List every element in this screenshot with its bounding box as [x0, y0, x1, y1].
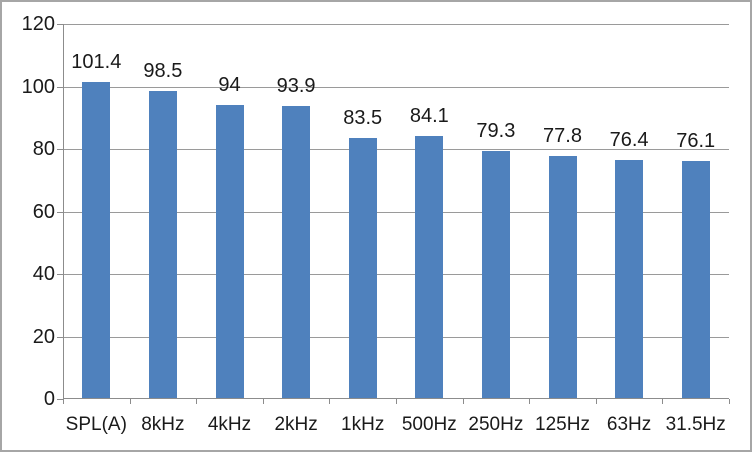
y-tick-label: 40	[32, 263, 55, 285]
x-tick-label: SPL(A)	[65, 414, 127, 435]
bar-value-label: 101.4	[71, 51, 122, 74]
y-tick-label: 120	[21, 13, 55, 35]
x-tick-label: 2kHz	[274, 414, 318, 435]
y-axis-tick-mark	[57, 86, 63, 88]
bar-value-label: 84.1	[409, 105, 449, 128]
plot-area: 101.4 98.5 94 93.9 83.5 84.1 79.3 77.8 76.4 76.1	[63, 24, 729, 399]
x-axis-line	[63, 398, 729, 399]
y-axis-tick-mark	[57, 274, 63, 275]
gridline	[63, 336, 729, 338]
bar-value-label: 93.9	[276, 74, 316, 97]
x-axis-tick-mark	[462, 399, 464, 404]
bar-value-label: 98.5	[143, 60, 183, 83]
bar-value-label: 83.5	[343, 107, 383, 130]
x-axis-tick-mark	[529, 399, 531, 404]
x-axis-tick-mark	[595, 399, 597, 404]
bar-value-label: 76.1	[676, 130, 716, 153]
gridline	[63, 24, 729, 25]
y-tick-label: 100	[21, 75, 55, 98]
x-tick-label: 4kHz	[207, 414, 252, 435]
y-axis-tick-mark	[57, 211, 63, 213]
y-tick-label: 0	[43, 388, 55, 410]
gridline	[63, 86, 729, 88]
y-axis-line	[63, 24, 64, 399]
x-tick-label: 500Hz	[401, 414, 457, 435]
bar-value-label: 77.8	[543, 124, 582, 147]
x-axis-tick-mark	[396, 399, 397, 404]
x-axis-tick-mark	[196, 399, 198, 404]
bar	[348, 138, 377, 399]
x-axis-tick-mark	[129, 399, 131, 404]
x-axis-tick-mark	[262, 399, 264, 404]
x-axis-tick-mark	[729, 399, 730, 404]
bar-value-label: 79.3	[476, 120, 516, 143]
y-axis-tick-mark	[57, 399, 63, 400]
y-tick-label: 20	[32, 325, 55, 348]
bar	[481, 151, 510, 399]
x-tick-label: 63Hz	[606, 414, 652, 435]
bar-value-label: 76.4	[609, 129, 649, 152]
y-axis-tick-mark	[57, 149, 63, 150]
bar	[681, 161, 710, 399]
bar	[615, 160, 644, 399]
bar	[148, 91, 177, 399]
x-tick-label: 250Hz	[468, 414, 524, 435]
bar-value-label: 94	[218, 74, 241, 97]
gridline	[63, 274, 729, 275]
x-tick-label: 125Hz	[535, 414, 590, 435]
y-tick-label: 60	[32, 200, 55, 223]
bar	[82, 82, 111, 399]
x-axis-tick-mark	[662, 399, 664, 404]
gridline	[63, 211, 729, 213]
bar	[215, 105, 244, 399]
x-tick-label: 1kHz	[341, 414, 385, 435]
x-axis-tick-mark	[63, 399, 64, 404]
bar	[548, 155, 577, 399]
y-axis-tick-mark	[57, 24, 63, 25]
bar	[282, 105, 311, 399]
x-tick-label: 31.5Hz	[665, 414, 726, 435]
x-tick-label: 8kHz	[141, 414, 185, 435]
x-axis-tick-mark	[329, 399, 331, 404]
bar	[415, 136, 444, 399]
gridline	[63, 149, 729, 150]
y-tick-label: 80	[32, 138, 55, 160]
y-axis-tick-mark	[57, 336, 63, 338]
